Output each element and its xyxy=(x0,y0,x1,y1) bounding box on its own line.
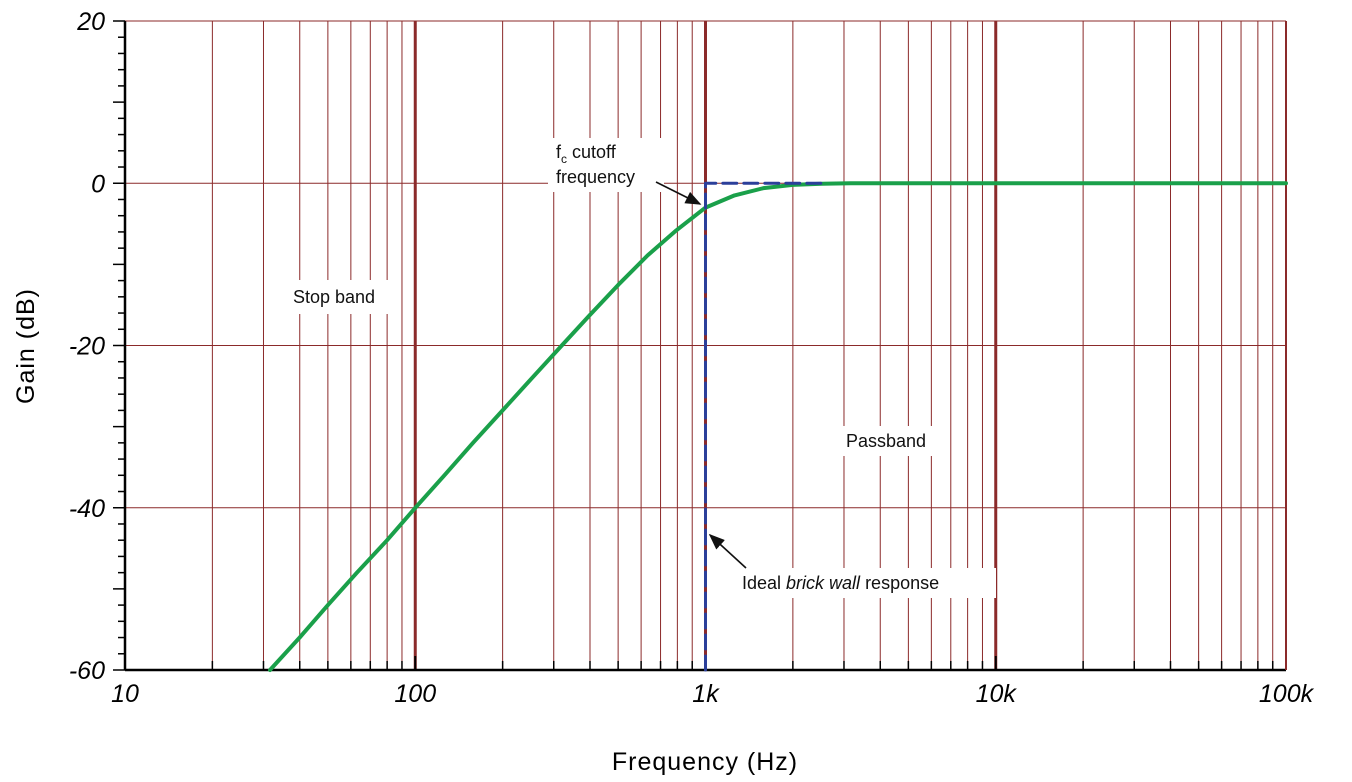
cutoff-label-line2: frequency xyxy=(556,167,635,187)
annotations: Stop band Passband fc cutoff frequency I… xyxy=(276,138,996,598)
y-tick-label: 0 xyxy=(91,170,105,198)
brick-wall-arrow xyxy=(708,533,747,569)
ideal-brick-wall-line xyxy=(704,181,823,672)
x-tick-label: 10k xyxy=(976,680,1018,708)
passband-label: Passband xyxy=(846,431,926,451)
series xyxy=(268,181,1288,672)
y-tick-label: -20 xyxy=(69,333,105,361)
tick-labels: 10 100 1k 10k 100k 20 0 -20 -40 -60 xyxy=(69,8,1315,708)
x-tick-label: 10 xyxy=(111,680,139,708)
x-tick-label: 100 xyxy=(394,680,436,708)
y-tick-label: 20 xyxy=(76,8,105,36)
y-tick-label: -40 xyxy=(69,495,105,523)
stop-band-label: Stop band xyxy=(293,287,375,307)
cutoff-label-bg xyxy=(548,138,664,192)
cutoff-arrow xyxy=(655,181,702,205)
x-axis-label: Frequency (Hz) xyxy=(612,748,798,776)
filter-response-line xyxy=(268,181,1288,672)
y-tick-label: -60 xyxy=(69,657,105,685)
brick-wall-label: Ideal brick wall response xyxy=(742,573,939,593)
x-tick-label: 1k xyxy=(692,680,720,708)
cutoff-label-line1: fc cutoff xyxy=(556,142,617,166)
brick-wall-label-bg xyxy=(736,568,996,598)
y-axis-label: Gain (dB) xyxy=(12,288,40,404)
passband-label-bg xyxy=(834,426,938,456)
stop-band-label-bg xyxy=(276,280,392,314)
x-tick-label: 100k xyxy=(1259,680,1315,708)
